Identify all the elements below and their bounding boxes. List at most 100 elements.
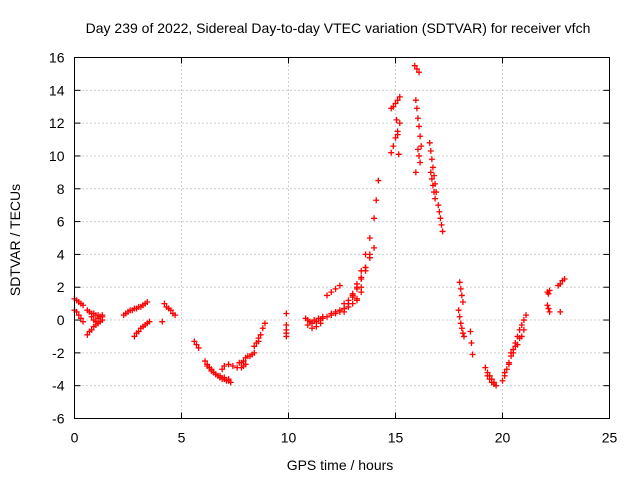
y-tick-label: 8 [57, 181, 65, 197]
y-axis-label: SDTVAR / TECUs [7, 184, 23, 296]
series-s08 [131, 318, 153, 340]
series-s10 [159, 318, 166, 325]
data-point [122, 310, 129, 317]
data-point [358, 274, 365, 281]
x-tick-labels: 0 5 10 15 20 25 [71, 430, 618, 446]
data-point [546, 287, 553, 294]
x-tick-label: 15 [388, 430, 404, 446]
series-s45 [544, 287, 553, 297]
x-tick-label: 5 [178, 430, 186, 446]
data-point [131, 333, 138, 340]
grid-lines [74, 57, 610, 419]
data-point [328, 310, 335, 317]
data-point [429, 164, 436, 171]
data-point [127, 307, 134, 314]
data-point [499, 377, 506, 384]
series-s33 [412, 169, 419, 176]
series-s09 [161, 300, 179, 319]
data-point [257, 331, 264, 338]
data-point [353, 297, 360, 304]
series-s44 [508, 326, 527, 356]
data-point [366, 235, 373, 241]
data-point [159, 318, 166, 325]
data-point [467, 328, 474, 335]
data-point [416, 69, 423, 76]
data-point [375, 177, 382, 184]
data-point [484, 372, 491, 379]
series-s35 [427, 169, 439, 202]
data-point [486, 376, 493, 383]
data-point [435, 202, 442, 209]
data-point [388, 149, 395, 156]
y-tick-labels: -6 -4 -2 0 2 4 6 8 10 12 14 16 [49, 50, 65, 427]
data-point [544, 302, 551, 309]
series-s13 [204, 362, 232, 383]
data-point [520, 317, 527, 324]
y-tick-label: 0 [57, 312, 65, 328]
series-s05 [88, 312, 106, 325]
data-point [431, 172, 438, 179]
y-tick-label: -4 [52, 378, 65, 394]
data-point [240, 358, 247, 365]
series-s41 [484, 372, 497, 388]
data-point [161, 300, 168, 307]
data-point [332, 285, 339, 292]
series-s46 [544, 302, 553, 315]
data-points [71, 62, 568, 389]
data-point [428, 156, 435, 163]
data-point [428, 175, 435, 182]
data-point [146, 318, 153, 325]
data-point [204, 362, 211, 369]
y-tick-label: 16 [49, 50, 65, 66]
data-point [418, 143, 425, 150]
data-point [546, 308, 553, 315]
data-point [390, 143, 397, 150]
data-point [396, 120, 403, 127]
chart-title: Day 239 of 2022, Sidereal Day-to-day VTE… [86, 20, 591, 36]
data-point [229, 362, 236, 369]
data-point [324, 313, 331, 320]
data-point [457, 285, 464, 292]
axis-ticks [74, 57, 610, 419]
series-s17 [251, 335, 262, 350]
data-point [212, 371, 219, 378]
data-point [523, 312, 530, 319]
data-point [341, 308, 348, 315]
data-point [172, 312, 179, 319]
data-point [193, 341, 200, 348]
data-point [219, 366, 226, 373]
data-point [561, 276, 568, 283]
data-point [313, 323, 320, 330]
series-s26 [324, 282, 343, 299]
series-s34 [426, 139, 440, 196]
x-tick-label: 25 [602, 430, 618, 446]
data-point [135, 328, 142, 335]
data-point [503, 366, 510, 373]
series-s14 [219, 361, 249, 373]
series-s11 [191, 338, 202, 351]
data-point [427, 169, 434, 176]
data-point [358, 284, 365, 291]
series-s16 [255, 320, 268, 345]
data-point [456, 313, 463, 320]
series-s36 [435, 202, 446, 235]
y-tick-label: -6 [52, 411, 65, 427]
data-point [195, 344, 202, 351]
data-point [221, 362, 228, 369]
data-point [371, 244, 378, 251]
data-point [439, 228, 446, 235]
series-s32 [414, 146, 424, 166]
data-point [392, 100, 399, 107]
series-s01 [71, 295, 87, 309]
data-point [413, 105, 420, 112]
data-point [456, 279, 463, 286]
data-point [208, 367, 215, 374]
data-point [88, 313, 95, 320]
data-point [336, 307, 343, 314]
data-point [459, 298, 466, 305]
series-s39 [467, 328, 476, 358]
data-point [92, 318, 99, 325]
data-point [84, 331, 91, 338]
data-point [395, 151, 402, 158]
data-point [490, 381, 497, 388]
